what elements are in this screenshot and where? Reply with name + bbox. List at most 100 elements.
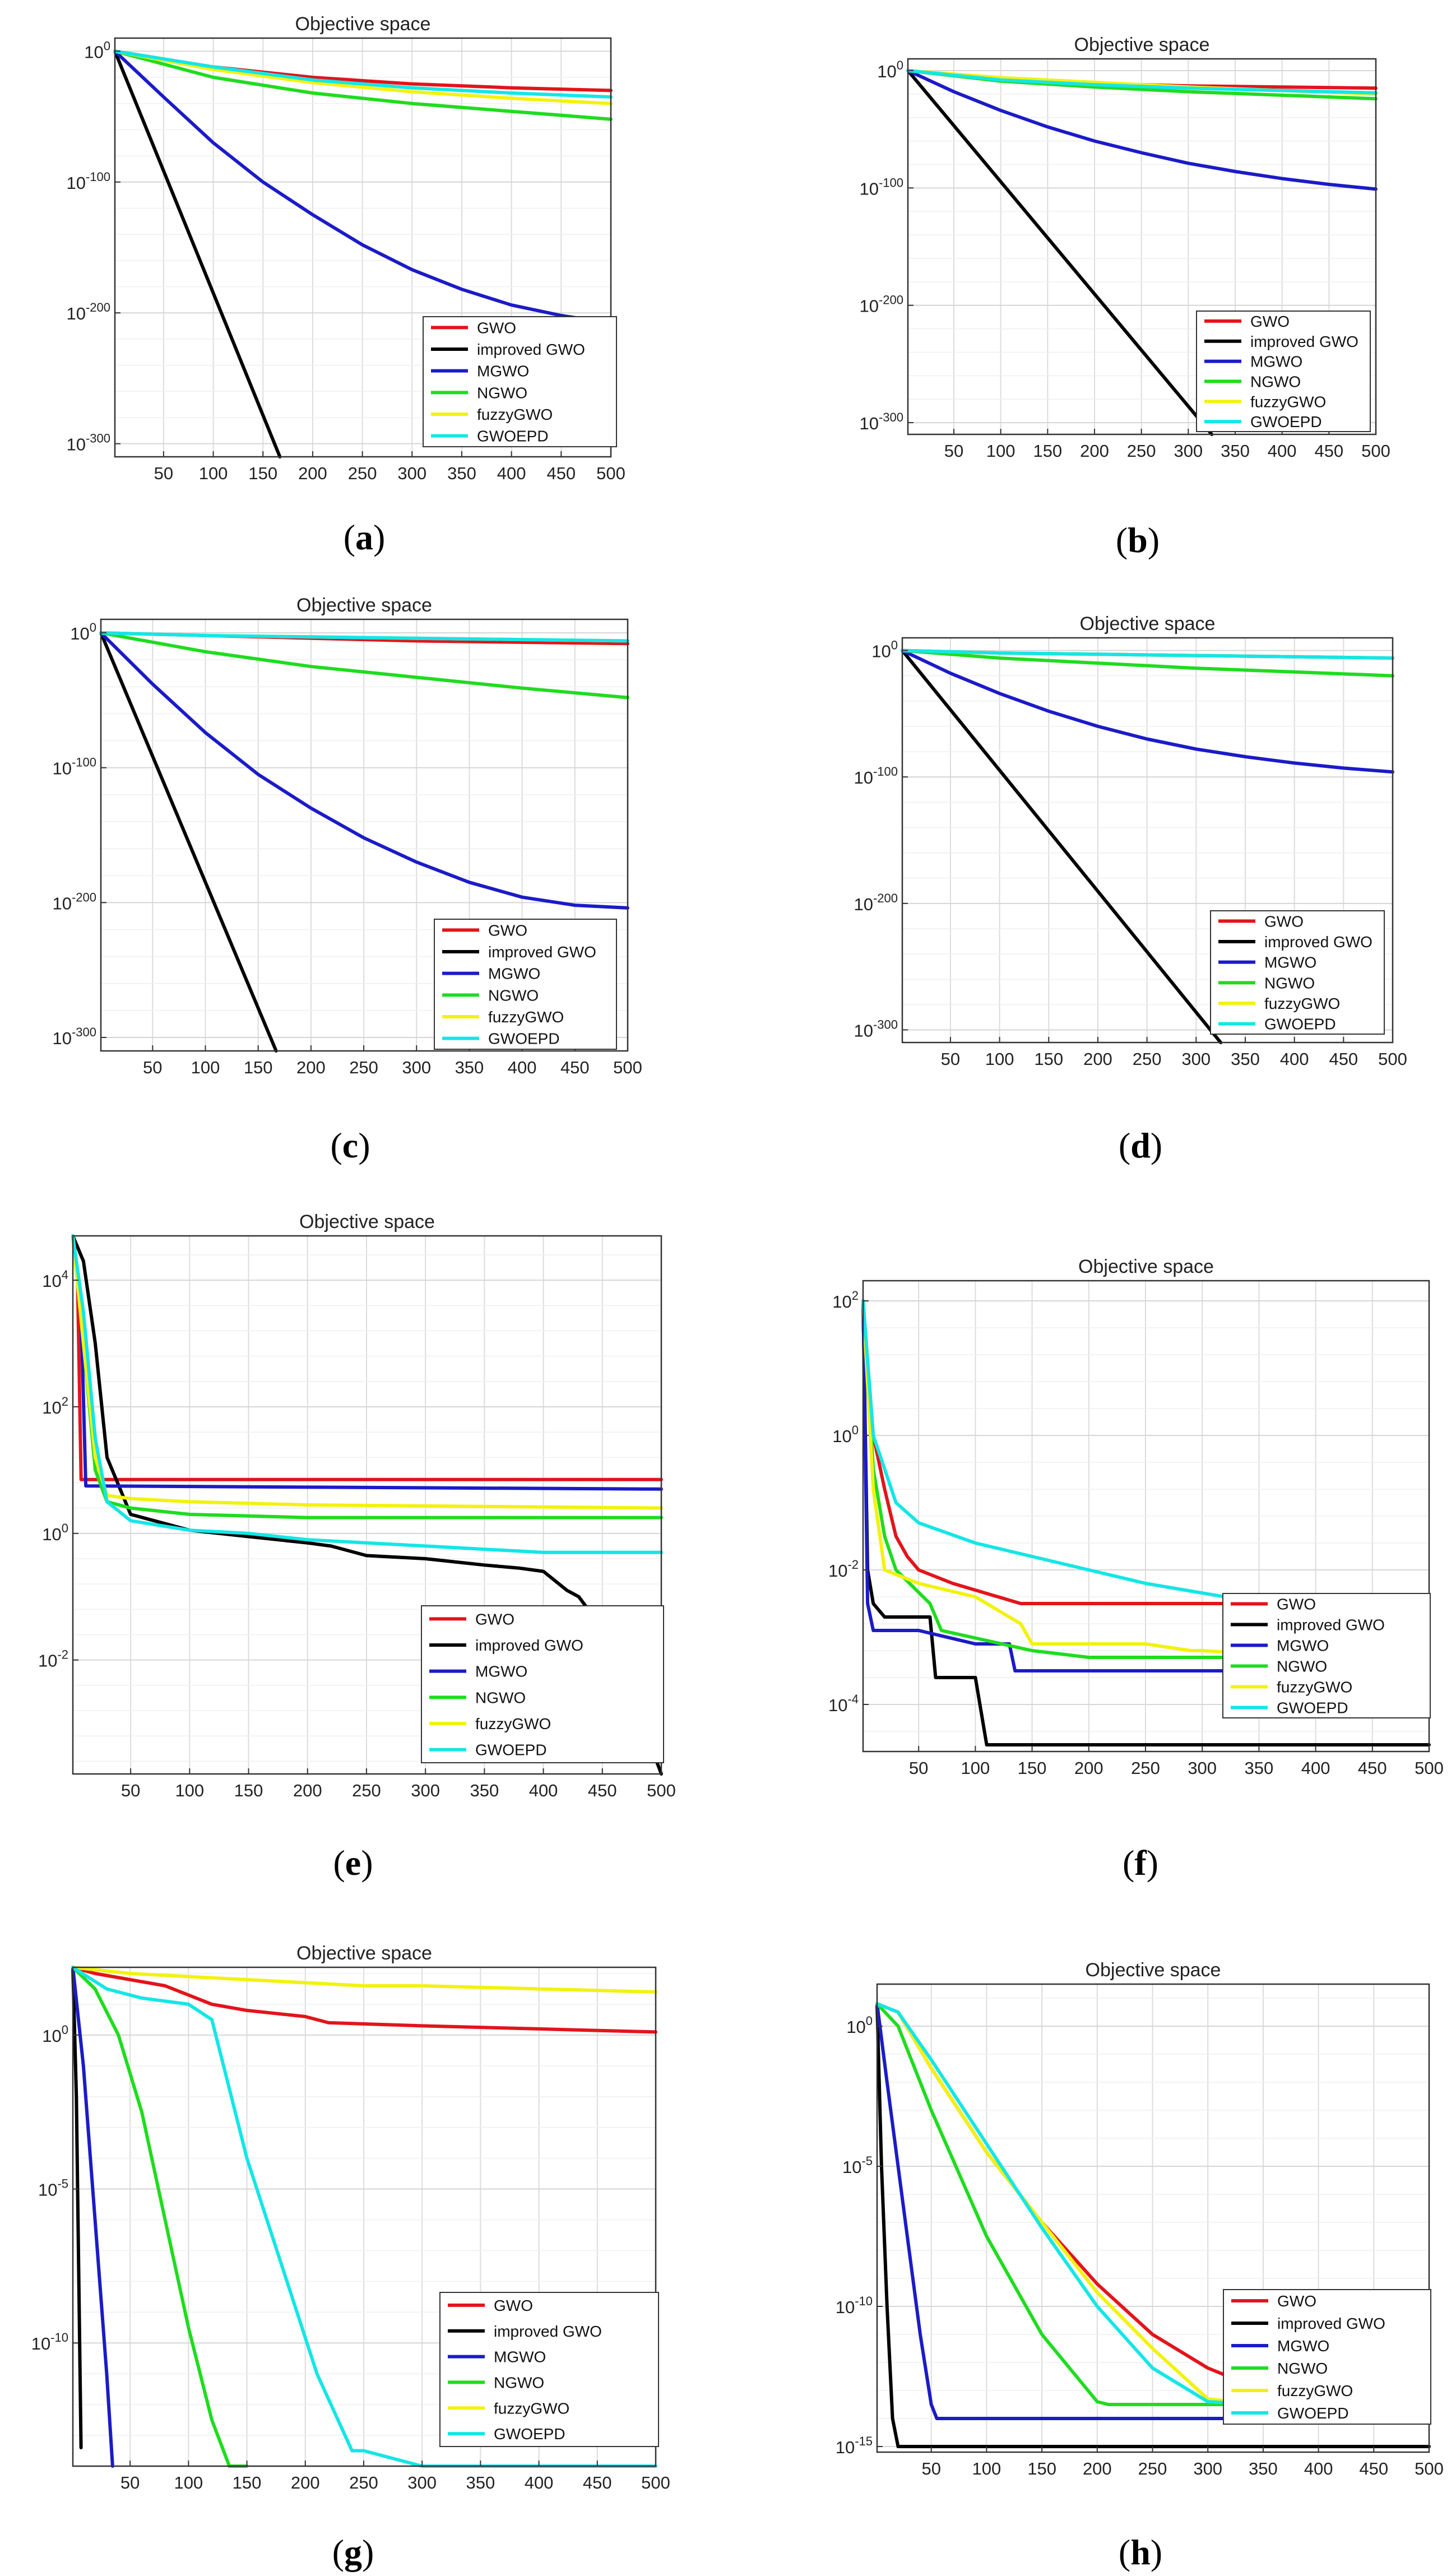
legend: GWO improved GWO MGWO NGWO fuzzyGWO GWOEPD <box>423 316 617 447</box>
x-tick-label: 450 <box>560 1058 590 1077</box>
x-tick-label: 200 <box>1080 441 1109 461</box>
x-tick-label: 50 <box>921 2459 940 2478</box>
panel-caption: (c) <box>330 1125 370 1165</box>
legend-label: improved GWO <box>475 1637 583 1654</box>
y-tick-label: 102 <box>42 1394 68 1417</box>
x-tick-label: 50 <box>154 464 173 483</box>
x-tick-label: 500 <box>647 1781 676 1800</box>
legend-label: MGWO <box>1264 954 1316 971</box>
x-tick-label: 150 <box>234 1781 263 1800</box>
x-tick-label: 350 <box>447 464 476 483</box>
y-tick-label: 100 <box>42 1521 68 1544</box>
x-tick-label: 250 <box>1133 1049 1162 1069</box>
legend-label: NGWO <box>1277 2360 1328 2377</box>
x-tick-label: 450 <box>1359 2459 1388 2478</box>
panel-caption: (b) <box>1116 520 1160 560</box>
x-tick-label: 500 <box>1378 1049 1407 1069</box>
legend-label: fuzzyGWO <box>1264 995 1340 1012</box>
series-line-gwo <box>71 1966 657 2034</box>
panel-b: 50 100 150 200 250 300 350 400 450 500 100 10-100 10… <box>859 34 1390 560</box>
x-tick-label: 250 <box>348 464 377 483</box>
y-tick-label: 10-300 <box>52 1025 96 1048</box>
series-line-ngwo <box>875 2002 1431 2406</box>
x-tick-label: 150 <box>1018 1758 1047 1778</box>
legend-label: NGWO <box>477 384 527 401</box>
series-line-improved-gwo <box>906 68 1214 436</box>
series-line-fuzzygwo <box>71 1234 663 1510</box>
x-tick-label: 300 <box>1193 2459 1222 2478</box>
legend-label: MGWO <box>488 965 540 983</box>
x-tick-label: 450 <box>588 1781 617 1800</box>
y-tick-label: 100 <box>70 620 96 643</box>
panel-g: 50 100 150 200 250 300 350 400 450 500 100 10-5 10-1… <box>31 1943 670 2572</box>
legend-label: GWO <box>475 1610 514 1628</box>
legend-box <box>1222 1593 1431 1718</box>
series-line-gwoepd <box>113 49 613 99</box>
series-line-improved-gwo <box>99 631 278 1053</box>
x-tick-label: 300 <box>1174 441 1203 461</box>
legend-label: GWOEPD <box>488 1030 560 1048</box>
x-tick-label: 100 <box>191 1058 220 1077</box>
series-line-gwo <box>861 1299 1431 1605</box>
series-line-improved-gwo <box>71 1966 83 2449</box>
x-tick-label: 450 <box>546 464 576 483</box>
legend: GWO improved GWO MGWO NGWO fuzzyGWO GWOEPD <box>1223 2289 1431 2425</box>
legend-label: improved GWO <box>1250 333 1358 350</box>
x-tick-label: 150 <box>1034 1049 1063 1069</box>
x-tick-label: 200 <box>296 1058 326 1077</box>
legend-label: GWOEPD <box>1277 1699 1348 1717</box>
x-tick-label: 300 <box>1188 1758 1217 1778</box>
legend-label: GWOEPD <box>477 428 549 445</box>
legend-label: NGWO <box>494 2374 544 2391</box>
x-tick-label: 50 <box>121 1781 140 1800</box>
plot-frame <box>862 1280 1430 1753</box>
x-tick-label: 400 <box>497 464 526 483</box>
legend-label: improved GWO <box>477 341 585 358</box>
chart-title: Objective space <box>1078 1256 1214 1277</box>
x-tick-label: 450 <box>1329 1049 1358 1069</box>
plot-frame <box>72 1235 662 1775</box>
x-tick-label: 350 <box>1249 2459 1278 2478</box>
chart-title: Objective space <box>299 1211 435 1233</box>
x-tick-label: 200 <box>1074 1758 1103 1778</box>
legend-label: MGWO <box>1277 2337 1329 2355</box>
series-line-fuzzygwo <box>113 49 613 105</box>
x-tick-label: 400 <box>1304 2459 1333 2478</box>
legend-label: GWO <box>488 921 527 939</box>
x-tick-label: 350 <box>466 2473 495 2492</box>
legend-label: GWOEPD <box>1264 1016 1336 1033</box>
y-tick-label: 10-300 <box>859 410 903 433</box>
x-tick-label: 250 <box>349 2473 378 2492</box>
legend-label: fuzzyGWO <box>488 1008 564 1026</box>
x-tick-label: 150 <box>1027 2459 1056 2478</box>
legend-label: fuzzyGWO <box>1277 1679 1352 1696</box>
legend-label: GWO <box>494 2297 533 2314</box>
x-tick-label: 200 <box>291 2473 320 2492</box>
x-tick-label: 450 <box>1358 1758 1387 1778</box>
legend-label: improved GWO <box>488 943 596 961</box>
x-tick-label: 350 <box>1231 1049 1260 1069</box>
y-tick-label: 100 <box>846 2014 873 2037</box>
series-line-mgwo <box>113 49 613 325</box>
y-tick-label: 10-300 <box>854 1017 898 1040</box>
x-tick-label: 250 <box>1138 2459 1167 2478</box>
x-tick-label: 350 <box>455 1058 484 1077</box>
legend-label: improved GWO <box>1264 933 1372 951</box>
legend-box <box>1196 311 1371 432</box>
series-line-improved-gwo <box>113 49 282 458</box>
x-tick-label: 400 <box>529 1781 558 1800</box>
legend-label: improved GWO <box>1277 2315 1385 2332</box>
series-line-mgwo <box>901 648 1394 774</box>
x-tick-label: 400 <box>1301 1758 1330 1778</box>
x-tick-label: 500 <box>1361 441 1390 461</box>
legend-label: NGWO <box>475 1689 526 1706</box>
y-tick-label: 100 <box>84 39 110 62</box>
x-tick-label: 100 <box>972 2459 1001 2478</box>
legend: GWO improved GWO MGWO NGWO fuzzyGWO GWOEPD <box>1196 311 1371 432</box>
y-tick-label: 10-300 <box>66 432 110 455</box>
legend-label: fuzzyGWO <box>1277 2382 1353 2399</box>
legend-box <box>439 2292 659 2447</box>
panel-caption: (g) <box>332 2532 374 2572</box>
x-tick-label: 150 <box>1033 441 1062 461</box>
